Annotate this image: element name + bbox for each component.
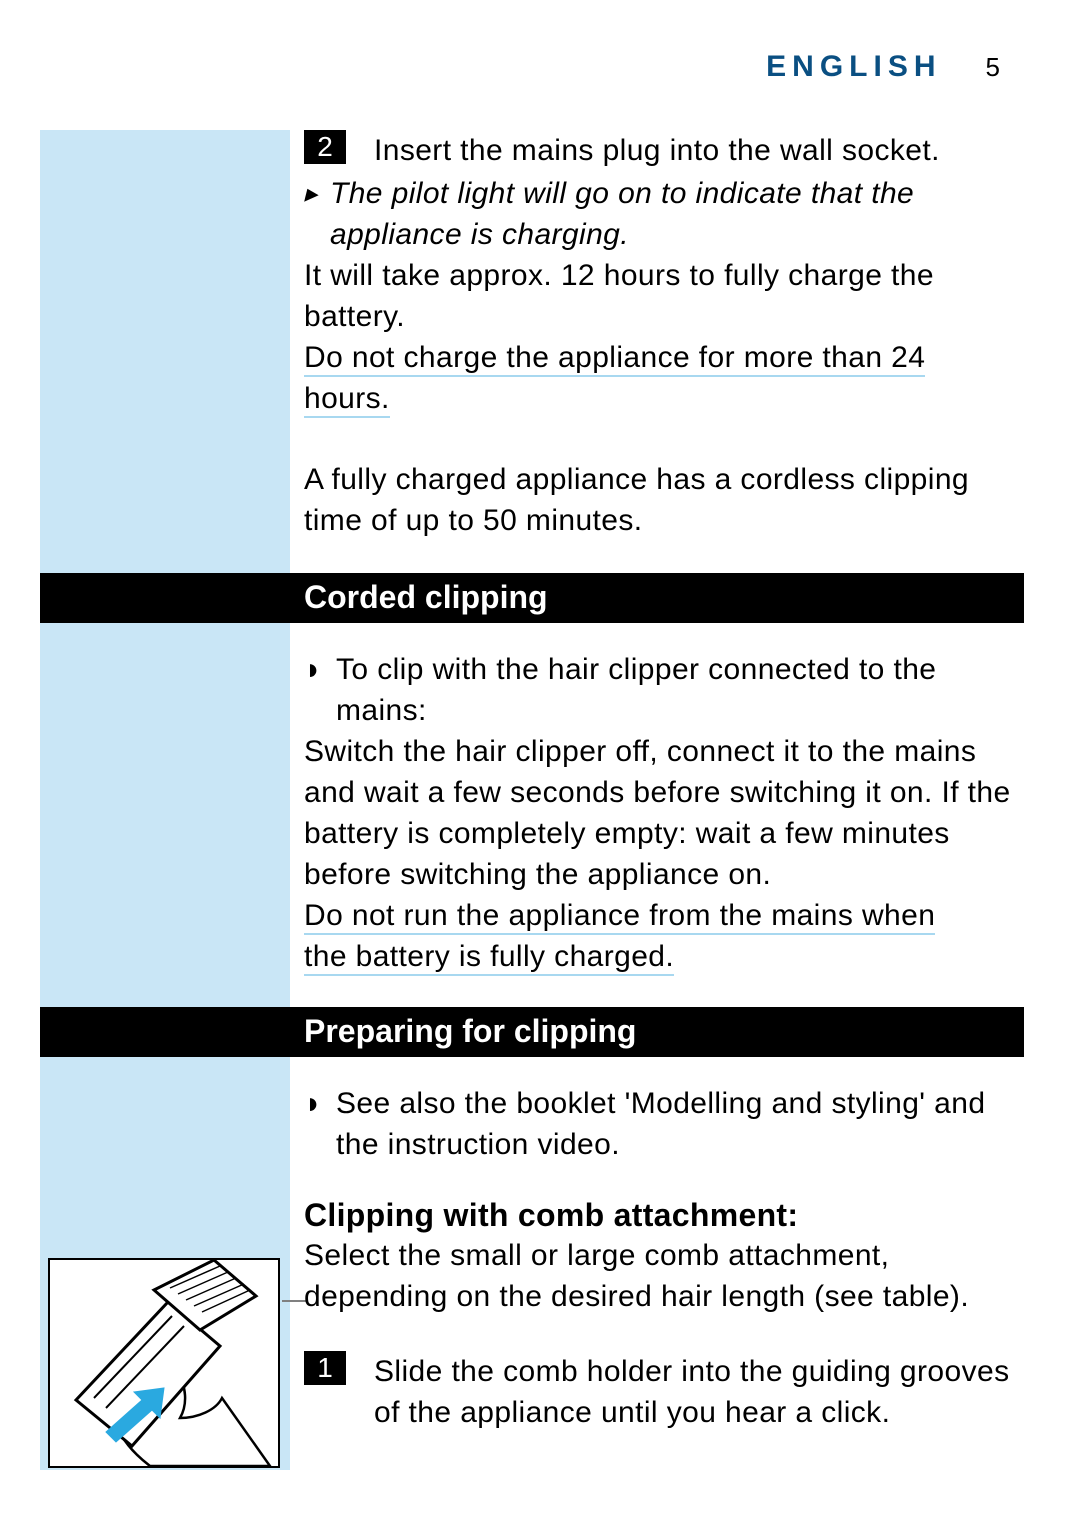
charge-time-text: It will take approx. 12 hours to fully c…: [304, 255, 1024, 337]
corded-warning: Do not run the appliance from the mains …: [304, 895, 1024, 977]
corded-intro: ◗ To clip with the hair clipper connecte…: [304, 649, 1024, 731]
charge-warning-line-2: hours.: [304, 382, 390, 418]
step-2-text: Insert the mains plug into the wall sock…: [374, 130, 940, 171]
step-1-text: Slide the comb holder into the guiding g…: [374, 1351, 1024, 1433]
language-label: ENGLISH: [766, 50, 941, 84]
charge-warning-line-1: Do not charge the appliance for more tha…: [304, 341, 925, 377]
pilot-light-text: The pilot light will go on to indicate t…: [330, 173, 1024, 255]
step-1: 1 Slide the comb holder into the guiding…: [304, 1351, 1024, 1433]
pilot-light-note: ▸ The pilot light will go on to indicate…: [304, 173, 1024, 255]
comb-subhead: Clipping with comb attachment:: [304, 1195, 1024, 1235]
corded-intro-text: To clip with the hair clipper connected …: [336, 649, 1024, 731]
comb-body-text: Select the small or large comb attachmen…: [304, 1235, 1024, 1317]
triangle-bullet-icon: ▸: [304, 173, 322, 214]
preparing-note: ◗ See also the booklet 'Modelling and st…: [304, 1083, 1024, 1165]
figure-comb-attachment: [48, 1258, 280, 1468]
comb-attachment-illustration: [50, 1260, 278, 1466]
corded-body-text: Switch the hair clipper off, connect it …: [304, 731, 1024, 895]
figure-leader-line: [282, 1300, 306, 1302]
step-number-box: 1: [304, 1351, 346, 1385]
full-charge-text: A fully charged appliance has a cordless…: [304, 459, 1024, 541]
charge-warning: Do not charge the appliance for more tha…: [304, 337, 1024, 419]
page-header: ENGLISH 5: [766, 50, 1000, 84]
page-number: 5: [986, 52, 1000, 83]
step-2: 2 Insert the mains plug into the wall so…: [304, 130, 1024, 171]
corded-warning-line-2: the battery is fully charged.: [304, 940, 674, 976]
section-preparing: Preparing for clipping: [40, 1007, 1024, 1057]
bullet-icon: ◗: [304, 1083, 326, 1124]
corded-warning-line-1: Do not run the appliance from the mains …: [304, 899, 935, 935]
bullet-icon: ◗: [304, 649, 326, 690]
main-content: 2 Insert the mains plug into the wall so…: [304, 130, 1024, 1435]
section-corded-clipping: Corded clipping: [40, 573, 1024, 623]
manual-page: ENGLISH 5: [0, 0, 1080, 1523]
preparing-note-text: See also the booklet 'Modelling and styl…: [336, 1083, 1024, 1165]
step-number-box: 2: [304, 130, 346, 164]
